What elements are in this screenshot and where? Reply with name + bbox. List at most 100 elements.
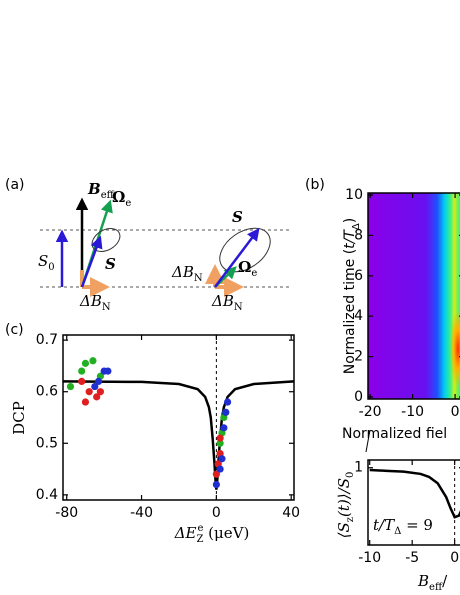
point [96,388,105,396]
label-part: ΔE [174,524,197,542]
plot [62,334,295,501]
y-tick-label: 8 [354,227,363,243]
panel-label: (c) [5,322,24,338]
x-tick-label: 0 [212,505,221,521]
y-tick-label: 0 [354,389,363,405]
y-axis-label: DCP [10,401,28,435]
label-part: N [194,273,203,284]
diagram-label: S [105,255,116,273]
point [81,398,90,406]
label-part: z [345,517,356,522]
point [85,388,93,396]
label-part: 0 [48,262,54,273]
point [91,382,99,391]
plot-frame [367,192,460,400]
label-part: eff [429,582,443,593]
label-part: (μeV) [203,524,249,542]
y-axis-label: Normalized time (t/TΔ) [342,218,362,374]
point [81,359,90,367]
label-part: ΔB [79,292,102,310]
label-part: e [251,268,257,279]
y-tick-label: 1 [354,460,363,476]
label-part: Normalized time ( [342,249,358,374]
x-tick-label: -5 [405,550,419,566]
label-part: t/T [373,516,395,534]
label-part: B [87,180,101,198]
point [93,393,101,401]
y-tick-label: 0.6 [36,384,58,400]
point [212,480,220,489]
label-part: DCP [10,401,28,435]
label-part: e [125,198,131,209]
y-tick-label: 0.4 [36,487,58,503]
x-tick-label: 0 [450,550,459,566]
line [369,468,460,519]
point [78,377,86,386]
diagram-label: ΔBN [79,292,111,313]
point [66,382,75,391]
label-part: N [234,302,243,313]
label-part: = 9 [401,516,433,534]
x-tick-label: -40 [130,505,153,521]
x-tick-label: 0 [451,404,460,420]
diagram-label: S [232,208,243,226]
point [78,367,86,375]
diagram-label: S0 [38,252,55,273]
plot [367,192,460,400]
plot-frame [62,334,295,501]
panel-label: (b) [305,177,325,193]
point [212,470,220,478]
point [89,357,97,365]
diagram-label: ΔBN [171,263,203,284]
diagram-label: ΔBN [211,292,243,313]
label-part: N [102,302,111,313]
label-part: S [105,255,116,273]
label-part: B [417,572,429,590]
diagram-label: Ωe [112,188,131,209]
label-part: Ω [112,188,125,206]
s-arrow [80,235,103,288]
y-tick-label: 4 [354,308,363,324]
precession [219,227,271,273]
x-axis-label: Normalized fiel [342,426,447,442]
x-tick-label: -10 [401,404,424,420]
label-part: ΔB [171,263,194,281]
heatmap [368,193,460,399]
x-tick-label: 40 [282,505,300,521]
y-tick-label: 0.7 [36,332,58,348]
x-tick-label: -80 [55,505,78,521]
point [222,408,230,416]
label-part: S [232,208,243,226]
diagram-label: Beff [87,180,115,201]
label-part: / [442,572,448,590]
label-part: Δ [351,223,362,230]
y-axis-label: ⟨Sz(t)⟩/S0 [335,472,356,539]
x-axis-label: Beff/ [417,572,448,593]
y-tick-label: 6 [354,268,363,284]
y-tick-label: 10 [345,187,363,203]
point [216,465,224,473]
label-part: eff [101,190,115,201]
point [220,424,228,432]
label-part: e [197,523,203,534]
y-tick-label: 2 [354,349,363,365]
x-tick-label: -10 [358,550,381,566]
diagram [40,197,371,453]
heatmap [450,309,460,389]
annotation: t/TΔ = 9 [373,516,433,537]
x-tick-label: -20 [359,404,382,420]
point [223,398,232,406]
callout [365,429,371,453]
y-tick-label: 0.5 [36,435,58,451]
label-part: Ω [238,258,251,276]
x-axis-label: ΔEZe (μeV) [174,523,250,545]
label-part: ΔB [211,292,234,310]
point [216,434,224,442]
s-arrow [214,228,260,288]
diagram-label: Ωe [238,258,257,279]
label-part: Δ [394,526,401,537]
label-part: t/T [342,229,358,249]
label-part: S [38,252,48,270]
